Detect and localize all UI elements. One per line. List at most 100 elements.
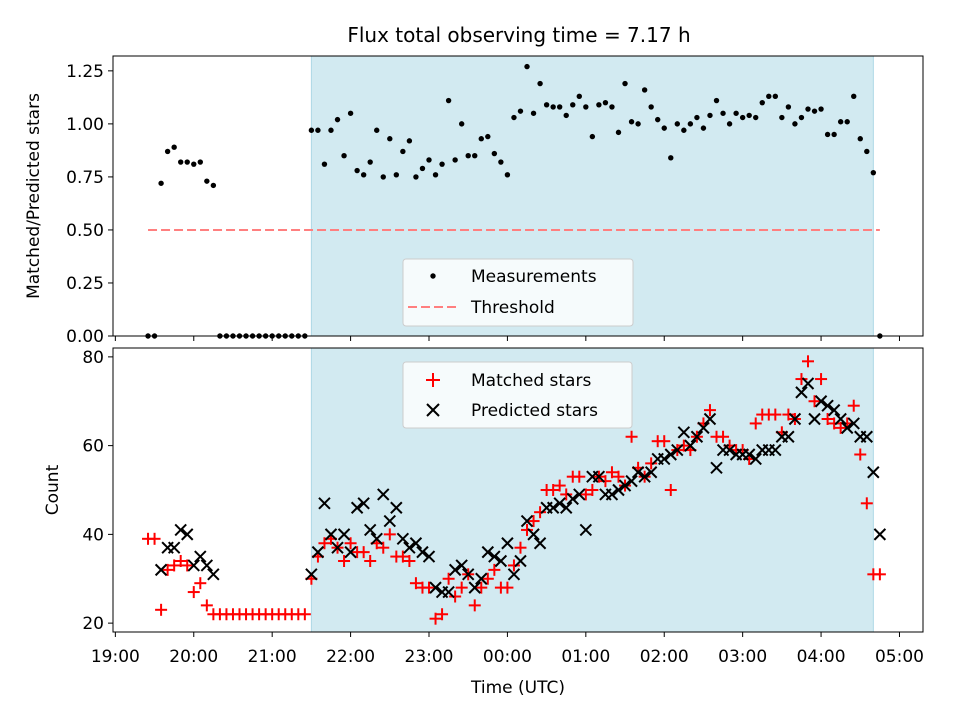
flux-ratio-panel: 0.00 0.25 0.50 0.75 1.00 1.25 Matched/Predict… [24, 55, 924, 347]
matched-star-point [599, 475, 612, 488]
predicted-star-point [834, 412, 847, 426]
matched-star-point [717, 430, 730, 443]
measurement-point [733, 110, 739, 116]
measurement-point [191, 161, 197, 167]
predicted-star-point [573, 488, 586, 501]
predicted-star-point [331, 541, 344, 554]
top-y-axis-label: Matched/Predicted stars [24, 93, 44, 299]
measurement-point [864, 148, 870, 155]
top-legend: Measurements Threshold [402, 258, 634, 327]
predicted-star-point [664, 448, 677, 461]
measurement-point [158, 180, 164, 186]
predicted-star-point [795, 386, 808, 399]
matched-star-point [377, 541, 390, 554]
bottom-y-axis: 20 40 60 80 [82, 348, 113, 634]
predicted-star-point [690, 430, 704, 443]
predicted-star-point [416, 545, 429, 559]
measurement-point [413, 174, 419, 180]
predicted-star-point [455, 559, 468, 572]
measurement-point [615, 129, 622, 136]
legend-matched-stars: Matched stars [471, 371, 591, 391]
predicted-star-point [448, 563, 462, 577]
measurement-point [831, 131, 837, 138]
y-tick-label: 0.75 [66, 168, 104, 188]
measurement-point [419, 165, 426, 172]
predicted-star-point [305, 568, 318, 581]
matched-star-point [168, 559, 181, 572]
predicted-star-point [409, 537, 423, 550]
matched-star-point [161, 563, 174, 576]
predicted-stars-legend-marker [426, 403, 440, 417]
measurement-point [452, 157, 458, 163]
x-tick-label: 19:00 [91, 647, 140, 667]
measurement-point [628, 119, 635, 125]
measurement-point [354, 167, 360, 174]
matched-star-point [586, 484, 599, 496]
measurement-point [491, 150, 498, 157]
matched-star-point [298, 608, 311, 621]
predicted-star-point [638, 470, 651, 483]
y-tick-label: 1.25 [66, 62, 104, 82]
measurement-point [164, 148, 171, 155]
matched-star-point [703, 404, 716, 417]
predicted-star-point [808, 412, 821, 426]
predicted-star-point [429, 581, 442, 594]
matched-star-point [605, 466, 618, 479]
predicted-star-point [462, 568, 475, 581]
predicted-star-point [749, 452, 762, 466]
matched-star-point [148, 532, 161, 545]
y-tick-label: 40 [82, 525, 104, 545]
matched-star-point [468, 599, 481, 612]
matched-star-point [383, 528, 396, 541]
measurement-point [759, 99, 765, 106]
y-tick-label: 0.25 [66, 274, 104, 294]
predicted-star-point [520, 514, 534, 528]
matched-star-point [481, 572, 494, 585]
matched-star-point [573, 470, 586, 483]
matched-star-point [560, 488, 573, 501]
predicted-star-point [514, 554, 527, 568]
chart-title: Flux total observing time = 7.17 h [347, 23, 690, 47]
measurement-point [380, 174, 386, 180]
predicted-star-point [363, 523, 377, 537]
predicted-star-point [390, 501, 403, 514]
predicted-star-point [592, 470, 606, 483]
matched-star-point [409, 577, 422, 590]
y-tick-label: 0.00 [66, 327, 104, 347]
predicted-star-point [527, 528, 540, 541]
measurement-point [648, 104, 654, 110]
matched-star-point [815, 373, 828, 386]
predicted-star-point [488, 550, 501, 563]
predicted-star-point [207, 568, 220, 581]
matched-star-point [521, 523, 534, 536]
top-x-axis [114, 336, 900, 341]
predicted-star-point [324, 528, 338, 541]
predicted-star-point [344, 545, 357, 559]
matched-star-point [318, 537, 331, 550]
measurement-point [393, 172, 400, 178]
predicted-star-point [357, 497, 370, 510]
measurement-point [674, 121, 681, 127]
measurement-point [171, 144, 177, 150]
predicted-star-point [612, 483, 625, 497]
predicted-star-point [677, 426, 691, 439]
matched-star-point [187, 586, 200, 599]
matched-star-point [553, 479, 566, 492]
predicted-star-point [370, 532, 383, 546]
measurement-point [387, 136, 393, 142]
measurement-point [360, 172, 367, 178]
x-tick-label: 21:00 [248, 647, 297, 667]
measurement-point [583, 104, 589, 110]
measurement-point [400, 148, 406, 155]
predicted-star-point [154, 563, 168, 577]
star-count-points [142, 355, 887, 625]
measurement-point [498, 159, 504, 165]
y-tick-label: 80 [82, 348, 104, 368]
predicted-star-point [481, 545, 495, 559]
predicted-star-point [847, 417, 860, 430]
measurement-point [374, 127, 380, 133]
matched-star-point [527, 515, 540, 528]
measurement-point [524, 63, 530, 70]
predicted-star-point [494, 554, 508, 568]
